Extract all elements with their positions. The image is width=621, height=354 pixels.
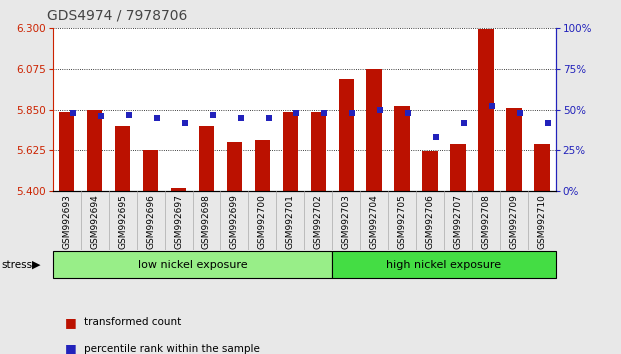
Text: low nickel exposure: low nickel exposure (138, 259, 247, 270)
Text: GSM992693: GSM992693 (62, 194, 71, 249)
Text: GSM992701: GSM992701 (286, 194, 295, 249)
Bar (53, 251, 332, 278)
Bar (450, 144, 466, 191)
Text: GSM992700: GSM992700 (258, 194, 267, 249)
Bar (366, 69, 382, 191)
Text: GSM992707: GSM992707 (453, 194, 463, 249)
Text: GSM992706: GSM992706 (425, 194, 435, 249)
Text: ■: ■ (65, 342, 77, 354)
Bar (143, 149, 158, 191)
Bar (283, 112, 298, 191)
Bar (255, 141, 270, 191)
Bar (478, 29, 494, 191)
Text: stress: stress (1, 259, 32, 270)
Text: GSM992698: GSM992698 (202, 194, 211, 249)
Bar (87, 110, 102, 191)
Bar (310, 112, 326, 191)
Bar (199, 126, 214, 191)
Bar (338, 79, 354, 191)
Text: GSM992702: GSM992702 (314, 194, 323, 249)
Bar (422, 152, 438, 191)
Bar (115, 126, 130, 191)
Text: GSM992696: GSM992696 (146, 194, 155, 249)
Text: GSM992704: GSM992704 (369, 194, 379, 249)
Text: ▶: ▶ (32, 259, 41, 270)
Text: GSM992694: GSM992694 (90, 194, 99, 249)
Text: GSM992695: GSM992695 (118, 194, 127, 249)
Text: transformed count: transformed count (84, 317, 181, 327)
Text: GSM992703: GSM992703 (342, 194, 351, 249)
Bar (171, 188, 186, 191)
Text: GDS4974 / 7978706: GDS4974 / 7978706 (47, 9, 187, 23)
Bar (59, 112, 75, 191)
Text: GSM992708: GSM992708 (481, 194, 491, 249)
Bar (534, 144, 550, 191)
Text: GSM992699: GSM992699 (230, 194, 239, 249)
Text: GSM992705: GSM992705 (397, 194, 407, 249)
Text: GSM992710: GSM992710 (537, 194, 546, 249)
Text: percentile rank within the sample: percentile rank within the sample (84, 344, 260, 354)
Bar (506, 108, 522, 191)
Text: high nickel exposure: high nickel exposure (386, 259, 502, 270)
Bar (394, 106, 410, 191)
Text: ■: ■ (65, 316, 77, 329)
Text: GSM992697: GSM992697 (174, 194, 183, 249)
Bar (227, 142, 242, 191)
Bar (332, 251, 556, 278)
Text: GSM992709: GSM992709 (509, 194, 519, 249)
